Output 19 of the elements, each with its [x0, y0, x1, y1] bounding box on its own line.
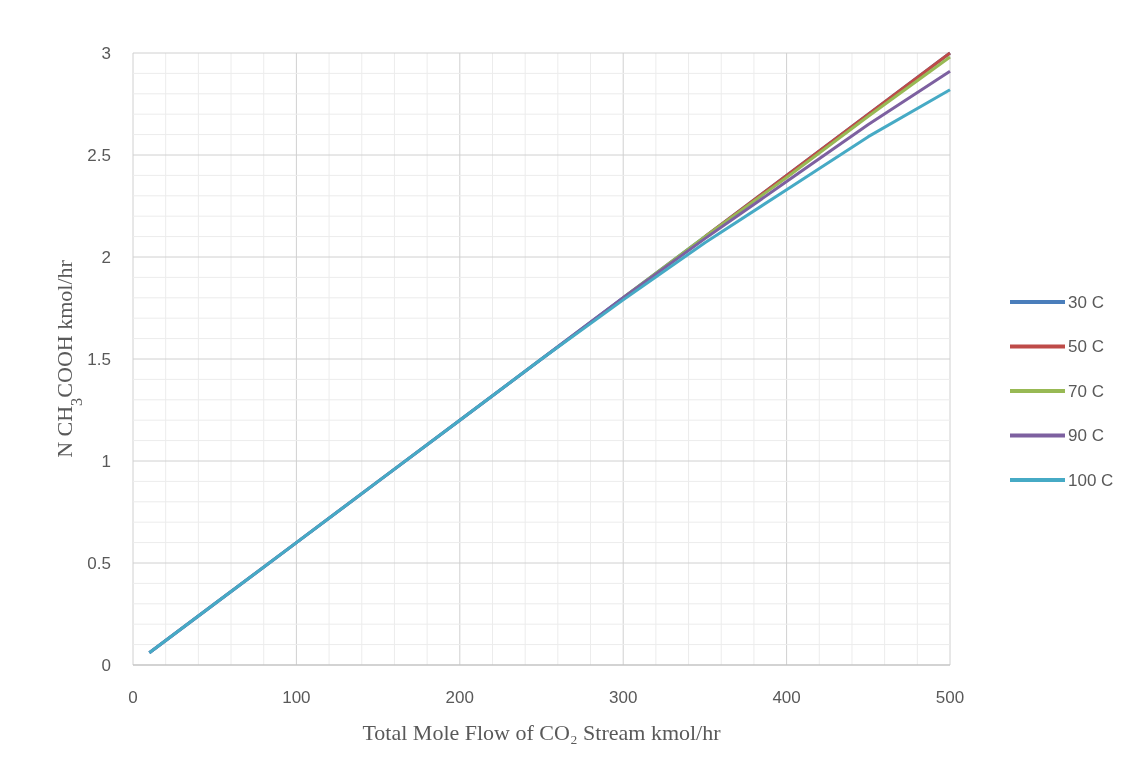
- x-tick-label: 300: [609, 688, 638, 707]
- y-tick-label: 2: [101, 247, 111, 267]
- x-tick-label: 0: [128, 688, 138, 707]
- y-tick-label: 0.5: [87, 553, 111, 573]
- y-tick-label: 3: [101, 43, 111, 63]
- y-tick-label: 1: [101, 451, 111, 471]
- legend-label: 100 C: [1068, 470, 1114, 490]
- x-tick-label: 200: [445, 688, 474, 707]
- x-tick-label: 500: [935, 688, 965, 707]
- x-axis-title: Total Mole Flow of CO₂ Stream kmol/hr: [362, 720, 722, 745]
- x-tick-label: 100: [282, 688, 311, 707]
- y-tick-label: 0: [101, 655, 111, 675]
- legend-label: 90 C: [1068, 426, 1104, 446]
- x-tick-label: 400: [772, 688, 801, 707]
- y-tick-label: 1.5: [87, 349, 111, 369]
- legend-label: 30 C: [1068, 292, 1104, 312]
- legend-label: 70 C: [1068, 381, 1104, 401]
- legend-label: 50 C: [1068, 337, 1104, 357]
- y-tick-label: 2.5: [87, 145, 111, 165]
